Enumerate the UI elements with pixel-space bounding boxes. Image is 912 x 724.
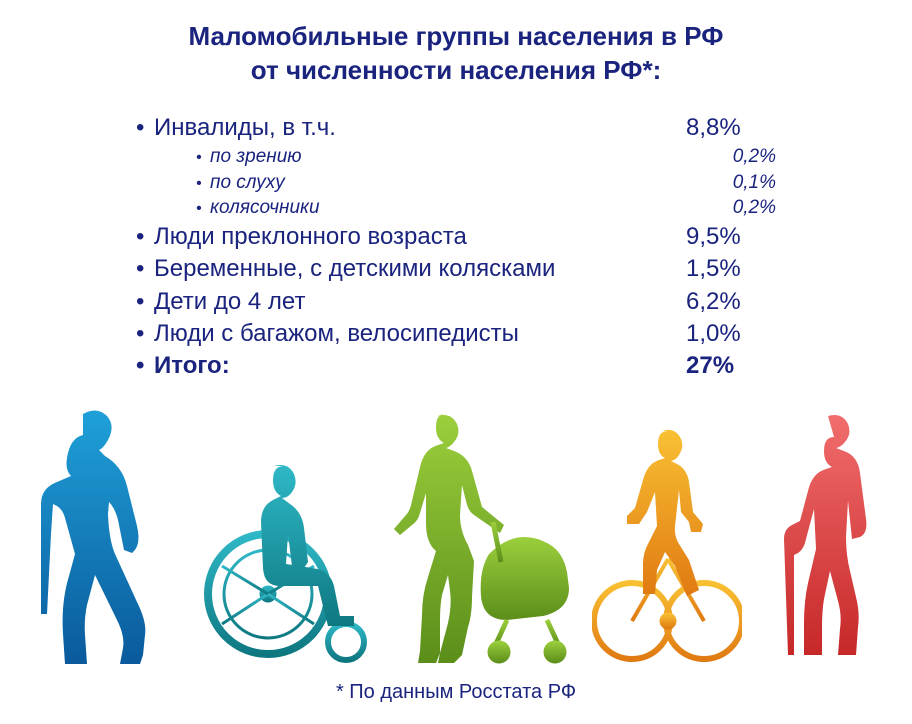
figure-cyclist [592,429,742,664]
figure-person-with-cane [760,414,890,664]
bullet-icon: • [136,253,154,285]
stat-label: Дети до 4 лет [154,286,686,318]
stat-subrow: • по слуху 0,1% [136,170,776,196]
bullet-icon: • [136,350,154,382]
stat-value: 8,8% [686,112,776,144]
bullet-icon: • [136,112,154,144]
silhouette-row [0,404,912,664]
page-title: Маломобильные группы населения в РФ от ч… [50,20,862,88]
stat-label: Инвалиды, в т.ч. [154,112,686,144]
wheelchair-user-icon [196,464,371,664]
figure-woman-with-stroller [389,414,574,664]
figure-elderly-walking [23,409,178,664]
stat-label: Люди преклонного возраста [154,221,686,253]
stat-value: 1,0% [686,318,776,350]
stat-list: • Инвалиды, в т.ч. 8,8% • по зрению 0,2%… [136,112,776,383]
stat-sublabel: по зрению [210,144,706,170]
title-line-1: Маломобильные группы населения в РФ [189,21,724,51]
bullet-icon: • [136,221,154,253]
infographic-page: Маломобильные группы населения в РФ от ч… [0,0,912,724]
stat-label: Беременные, с детскими колясками [154,253,686,285]
stat-subrow: • колясочники 0,2% [136,195,776,221]
stat-subvalue: 0,1% [706,170,776,196]
stat-label: Люди с багажом, велосипедисты [154,318,686,350]
stat-row: • Люди с багажом, велосипедисты 1,0% [136,318,776,350]
cyclist-icon [592,429,742,664]
stat-row: • Инвалиды, в т.ч. 8,8% [136,112,776,144]
bullet-icon: • [136,318,154,350]
stat-row-total: • Итого: 27% [136,350,776,382]
stat-value: 9,5% [686,221,776,253]
elderly-walking-icon [23,409,178,664]
bullet-icon: • [196,173,210,195]
stat-subvalue: 0,2% [706,144,776,170]
title-line-2: от численности населения РФ*: [251,55,661,85]
stat-value: 6,2% [686,286,776,318]
stat-total-value: 27% [686,350,776,382]
bullet-icon: • [196,147,210,169]
stat-total-label: Итого: [154,350,686,382]
stat-subvalue: 0,2% [706,195,776,221]
footnote: * По данным Росстата РФ [0,681,912,704]
stat-sublabel: колясочники [210,195,706,221]
stat-row: • Дети до 4 лет 6,2% [136,286,776,318]
stat-row: • Беременные, с детскими колясками 1,5% [136,253,776,285]
stat-sublabel: по слуху [210,170,706,196]
person-with-cane-icon [760,414,890,664]
stat-subrow: • по зрению 0,2% [136,144,776,170]
figure-wheelchair-user [196,464,371,664]
stat-row: • Люди преклонного возраста 9,5% [136,221,776,253]
bullet-icon: • [196,198,210,220]
woman-with-stroller-icon [389,414,574,664]
bullet-icon: • [136,286,154,318]
stat-value: 1,5% [686,253,776,285]
